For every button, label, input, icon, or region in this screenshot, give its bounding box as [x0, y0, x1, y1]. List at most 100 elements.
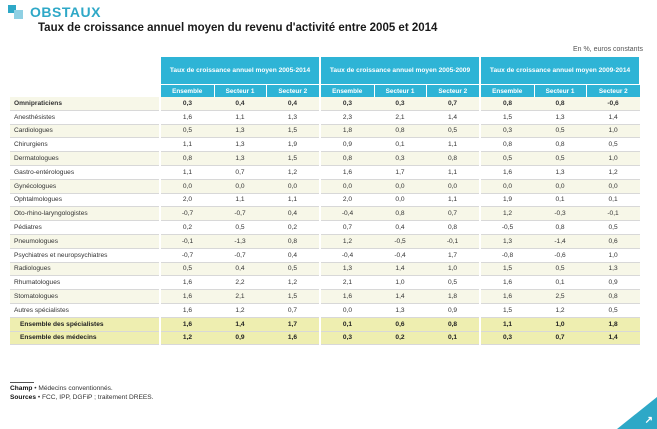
value-cell: 2,0 [159, 193, 214, 208]
value-cell: 1,3 [214, 124, 266, 139]
value-cell: 0,2 [159, 220, 214, 235]
value-cell: 1,4 [374, 262, 427, 277]
value-cell: -0,6 [534, 248, 587, 263]
value-cell: 1,0 [586, 124, 641, 139]
row-label: Autres spécialistes [10, 303, 160, 318]
value-cell: 0,4 [266, 248, 321, 263]
brand-name: OBSTAUX [30, 4, 101, 20]
value-cell: 1,5 [479, 262, 535, 277]
value-cell: 1,7 [374, 165, 427, 180]
value-cell: 0,1 [586, 193, 641, 208]
value-cell: -0,8 [479, 248, 535, 263]
row-label: Radiologues [10, 262, 160, 277]
column-sub-header: Secteur 2 [425, 84, 481, 97]
table-row: Ensemble des spécialistes 1,6 1,4 1,7 0,1 0,6… [10, 317, 641, 332]
table-body: Omnipraticiens 0,3 0,4 0,4 0,3 0,3 0,7 0,8 0,8 -0… [10, 97, 641, 346]
value-cell: 1,0 [586, 151, 641, 166]
value-cell: -0,4 [319, 206, 375, 222]
brand: OBSTAUX [8, 4, 653, 20]
column-group-header: Taux de croissance annuel moyen 2009-201… [479, 57, 642, 85]
value-cell: -0,5 [374, 234, 427, 249]
value-cell: 1,2 [586, 165, 641, 180]
value-cell: -0,5 [479, 220, 535, 235]
value-cell: 1,2 [479, 206, 535, 222]
value-cell: 0,6 [586, 234, 641, 249]
value-cell: 1,7 [266, 317, 321, 332]
row-label: Gastro-entérologues [10, 165, 160, 180]
value-cell: -0,7 [159, 206, 214, 222]
value-cell: 0,8 [479, 97, 535, 111]
value-cell: 1,4 [586, 331, 641, 346]
value-cell: 0,5 [534, 262, 587, 277]
value-cell: 0,5 [214, 220, 266, 235]
champ-text: • Médecins conventionnés. [34, 385, 113, 392]
row-label: Ophtalmologues [10, 193, 160, 208]
page-corner-arrow-icon[interactable]: ↗ [644, 415, 653, 426]
value-cell: -0,7 [214, 206, 266, 222]
value-cell: -0,1 [586, 206, 641, 222]
page-corner-tab[interactable] [617, 397, 657, 429]
row-label: Stomatologues [10, 289, 160, 304]
value-cell: -0,1 [426, 234, 481, 249]
value-cell: -0,1 [159, 234, 214, 249]
value-cell: 0,1 [374, 137, 427, 153]
champ-note: Champ • Médecins conventionnés. [10, 385, 154, 394]
value-cell: -1,3 [214, 234, 266, 249]
value-cell: 0,7 [426, 206, 481, 222]
value-cell: 1,8 [586, 317, 641, 332]
value-cell: 1,3 [534, 165, 587, 180]
value-cell: 0,9 [426, 303, 481, 318]
value-cell: -0,4 [319, 248, 375, 263]
value-cell: 1,0 [374, 275, 427, 291]
table-row: Gynécologues 0,0 0,0 0,0 0,0 0,0 0,0 0,0 0,0 0,0 [10, 179, 641, 194]
value-cell: 1,6 [159, 275, 214, 291]
value-cell: 0,0 [319, 179, 375, 194]
row-label: Cardiologues [10, 124, 160, 139]
value-cell: 0,8 [534, 137, 587, 153]
value-cell: 1,4 [586, 110, 641, 125]
value-cell: 0,1 [534, 275, 587, 291]
value-cell: 1,2 [319, 234, 375, 249]
value-cell: 0,3 [159, 97, 214, 111]
value-cell: 1,6 [159, 303, 214, 318]
value-cell: 0,7 [426, 97, 481, 111]
value-cell: 2,2 [214, 275, 266, 291]
value-cell: 0,0 [479, 179, 535, 194]
column-group-header: Taux de croissance annuel moyen 2005-200… [319, 57, 482, 85]
value-cell: 1,6 [266, 331, 321, 346]
data-table: Taux de croissance annuel moyen 2005-201… [10, 57, 642, 346]
row-label: Oto-rhino-laryngologistes [10, 206, 160, 222]
value-cell: 0,9 [586, 275, 641, 291]
row-label: Pneumologues [10, 234, 160, 249]
column-sub-header: Secteur 2 [265, 84, 321, 97]
value-cell: 1,5 [266, 124, 321, 139]
value-cell: 1,3 [266, 110, 321, 125]
value-cell: 1,3 [214, 137, 266, 153]
column-sub-header: Ensemble [479, 84, 535, 97]
value-cell: 0,7 [319, 220, 375, 235]
value-cell: 1,7 [426, 248, 481, 263]
value-cell: 1,2 [266, 165, 321, 180]
table-row: Dermatologues 0,8 1,3 1,5 0,8 0,3 0,8 0,5 0,5 1,0 [10, 151, 641, 166]
value-cell: -1,4 [534, 234, 587, 249]
value-cell: 1,5 [266, 289, 321, 304]
table-row: Radiologues 0,5 0,4 0,5 1,3 1,4 1,0 1,5 0,5 1,3 [10, 262, 641, 277]
value-cell: 0,8 [586, 289, 641, 304]
table-row: Ensemble des médecins 1,2 0,9 1,6 0,3 0,2 0,1 0… [10, 331, 641, 346]
row-label: Ensemble des médecins [10, 331, 160, 346]
row-label: Chirurgiens [10, 137, 160, 153]
column-group-header: Taux de croissance annuel moyen 2005-201… [158, 57, 322, 85]
value-cell: 1,4 [426, 110, 481, 125]
row-label: Ensemble des spécialistes [10, 317, 160, 332]
unit-note: En %, euros constants [572, 46, 643, 53]
value-cell: 0,8 [374, 124, 427, 139]
footer-notes: Champ • Médecins conventionnés. Sources … [10, 382, 154, 402]
column-sub-header: Secteur 1 [373, 84, 427, 97]
value-cell: 0,5 [159, 262, 214, 277]
table-row: Pédiatres 0,2 0,5 0,2 0,7 0,4 0,8 -0,5 0,8 0,5 [10, 220, 641, 235]
value-cell: 1,2 [214, 303, 266, 318]
value-cell: 1,4 [374, 289, 427, 304]
value-cell: 0,0 [266, 179, 321, 194]
value-cell: 0,7 [214, 165, 266, 180]
row-label: Omnipraticiens [10, 97, 160, 111]
